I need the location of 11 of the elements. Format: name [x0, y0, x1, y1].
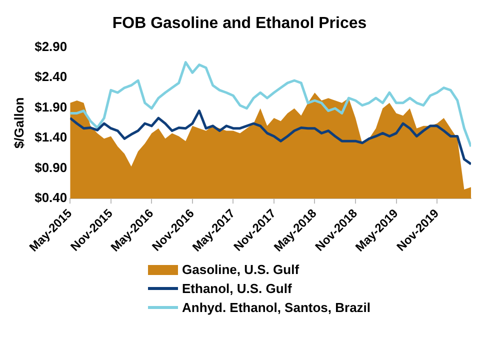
- legend-label: Gasoline, U.S. Gulf: [182, 262, 300, 277]
- y-axis-title: $/Gallon: [11, 97, 26, 149]
- chart-title: FOB Gasoline and Ethanol Prices: [112, 15, 367, 32]
- legend-label: Ethanol, U.S. Gulf: [182, 281, 292, 296]
- y-tick-label: $0.40: [34, 190, 68, 206]
- y-tick-label: $1.40: [34, 130, 68, 145]
- y-tick-label: $2.90: [34, 38, 68, 54]
- legend-label: Anhyd. Ethanol, Santos, Brazil: [182, 300, 371, 315]
- y-tick-label: $2.40: [34, 69, 68, 84]
- y-tick-label: $1.90: [34, 99, 68, 114]
- y-tick-label: $0.90: [34, 160, 68, 175]
